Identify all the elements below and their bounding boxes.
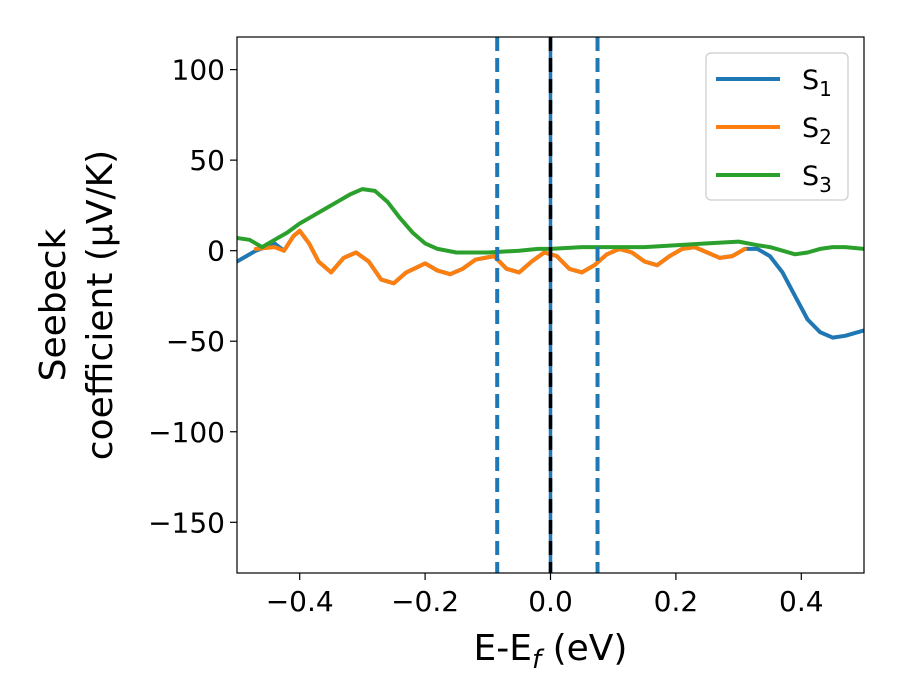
y-axis-label: Seebeck coefficient (μV/K) (33, 150, 121, 460)
y-tick-label: 100 (172, 54, 225, 87)
y-tick-label: −150 (148, 506, 225, 539)
legend-label-s2: S2 (802, 113, 832, 149)
reference-lines-layer (495, 37, 600, 573)
y-axis-label-line2: coefficient (μV/K) (80, 150, 121, 460)
legend-label-s1: S1 (802, 65, 832, 101)
y-tick-label: 0 (207, 235, 225, 268)
x-tick-label: 0.2 (654, 585, 699, 618)
y-tick-label: −50 (166, 325, 225, 358)
x-tick-label: −0.4 (266, 585, 334, 618)
x-axis-label-unit: (eV) (541, 628, 627, 669)
legend: S1 S2 S3 (705, 52, 849, 201)
x-tick-label: 0.0 (528, 585, 573, 618)
y-tick-label: −100 (148, 416, 225, 449)
ticks-layer: −0.4 −0.2 0.0 0.2 0.4 100 50 0 −50 −100 −150 (148, 54, 823, 618)
x-tick-label: 0.4 (779, 585, 824, 618)
series-line-s2 (253, 228, 747, 286)
y-axis-label-line1: Seebeck (33, 228, 74, 381)
series-line-s3 (237, 187, 864, 257)
legend-label-s3: S3 (802, 161, 832, 197)
x-axis-label-main: E-E (474, 628, 532, 669)
x-axis-label: E-Ef (eV) (474, 628, 628, 675)
y-tick-label: 50 (189, 144, 225, 177)
x-tick-label: −0.2 (391, 585, 459, 618)
